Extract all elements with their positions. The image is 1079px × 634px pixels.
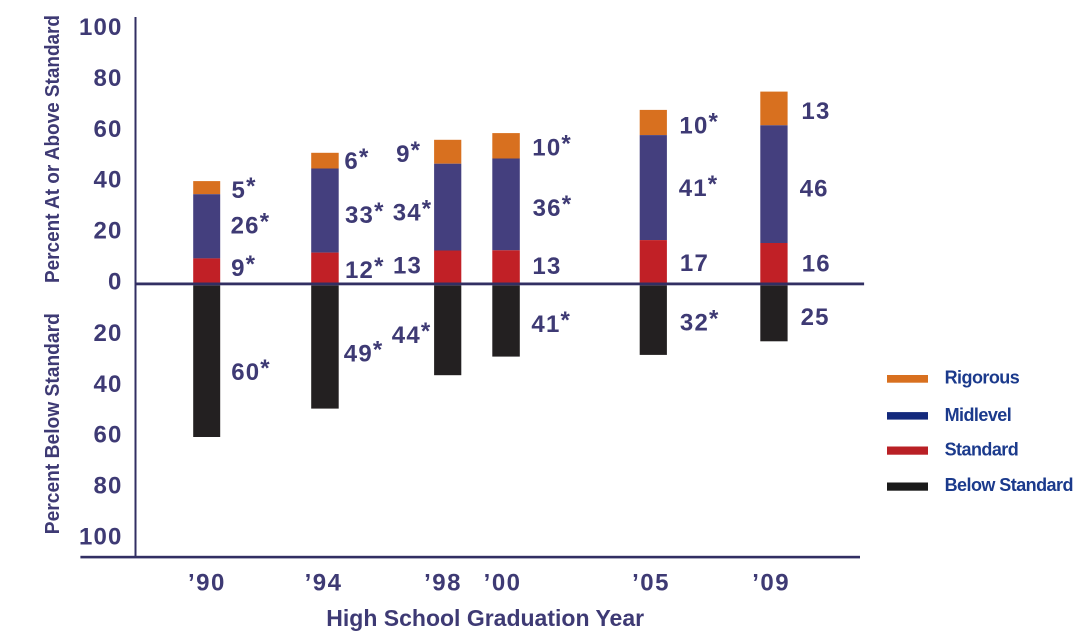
svg-text:60: 60 [93,116,122,143]
svg-text:32*: 32* [680,306,720,337]
svg-text:34*: 34* [393,195,433,226]
svg-text:5*: 5* [232,173,257,204]
svg-text:46: 46 [800,175,829,202]
svg-text:Percent Below Standard: Percent Below Standard [42,313,64,534]
svg-text:25: 25 [801,304,830,331]
svg-text:Percent At or Above Standard: Percent At or Above Standard [42,15,64,283]
svg-text:’98: ’98 [424,570,462,597]
svg-text:13: 13 [393,253,422,280]
svg-text:’00: ’00 [484,570,522,597]
svg-text:10*: 10* [679,108,719,139]
svg-text:Midlevel: Midlevel [945,405,1012,425]
svg-text:26*: 26* [231,209,271,240]
svg-text:49*: 49* [344,337,384,368]
svg-text:40: 40 [93,371,122,398]
svg-text:17: 17 [680,250,709,277]
svg-text:41*: 41* [679,171,719,202]
svg-text:Standard: Standard [945,440,1019,460]
svg-text:44*: 44* [392,318,432,349]
svg-text:10*: 10* [532,131,572,162]
svg-text:9*: 9* [231,251,256,282]
svg-text:’05: ’05 [632,570,670,597]
svg-text:60: 60 [93,422,122,449]
svg-text:80: 80 [93,473,122,500]
svg-text:6*: 6* [344,144,369,175]
svg-text:9*: 9* [396,137,421,168]
svg-text:12*: 12* [345,253,385,284]
svg-text:’94: ’94 [305,570,343,597]
svg-text:’09: ’09 [752,570,790,597]
svg-text:20: 20 [93,320,122,347]
svg-text:20: 20 [93,218,122,245]
svg-text:Below Standard: Below Standard [945,475,1073,495]
svg-text:33*: 33* [345,198,385,229]
svg-text:41*: 41* [531,307,571,338]
svg-text:High School Graduation Year: High School Graduation Year [326,605,644,631]
svg-text:100: 100 [79,14,123,41]
svg-text:16: 16 [802,250,831,277]
svg-text:100: 100 [79,524,123,551]
svg-text:80: 80 [93,65,122,92]
svg-text:’90: ’90 [188,570,226,597]
svg-text:40: 40 [93,167,122,194]
svg-text:Rigorous: Rigorous [945,368,1020,388]
svg-text:13: 13 [532,253,561,280]
svg-text:0: 0 [108,269,123,296]
svg-text:60*: 60* [231,355,271,386]
svg-text:36*: 36* [533,191,573,222]
svg-text:13: 13 [801,98,830,125]
